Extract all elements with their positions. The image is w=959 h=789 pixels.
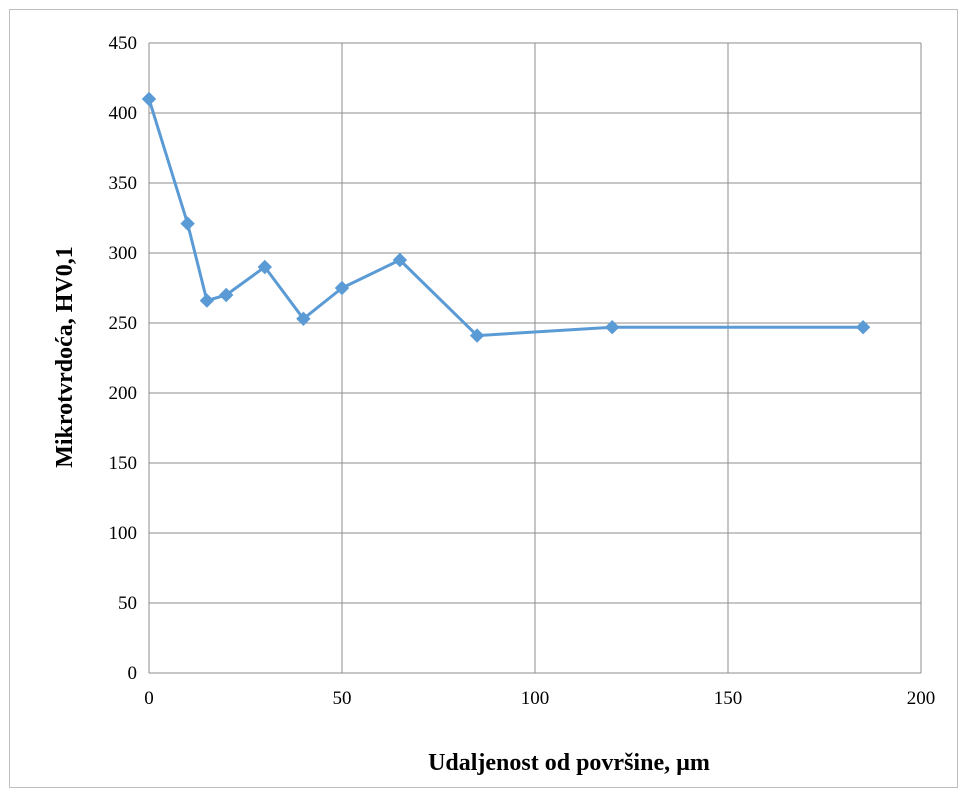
series-line (147, 98, 864, 338)
x-tick-label: 100 (521, 688, 550, 709)
y-tick-labels: 0 50 100 150 200 250 300 350 400 450 (109, 33, 138, 684)
x-tick-label: 150 (714, 688, 743, 709)
data-point-marker (199, 293, 215, 308)
data-point-marker (855, 319, 871, 335)
data-point-marker (180, 216, 195, 231)
data-point-marker (604, 319, 620, 335)
x-tick-label: 0 (144, 688, 154, 709)
chart-frame (9, 9, 958, 788)
x-axis-title: Udaljenost od površine, µm (428, 750, 710, 776)
y-tick-label: 100 (109, 523, 138, 544)
y-tick-label: 250 (109, 313, 138, 334)
data-point-marker (469, 328, 485, 343)
y-tick-label: 150 (109, 453, 138, 474)
x-tick-labels: 0 50 100 150 200 (144, 688, 935, 709)
y-tick-label: 300 (109, 243, 138, 264)
data-point-marker (334, 280, 350, 296)
x-tick-label: 200 (907, 688, 936, 709)
grid (148, 42, 922, 674)
y-tick-label: 0 (128, 663, 138, 684)
y-tick-label: 200 (109, 383, 138, 404)
data-point-marker (257, 259, 273, 275)
data-point-marker (392, 252, 408, 268)
y-axis-title: Mikrotvrdoća, HV0,1 (52, 246, 78, 468)
series-0 (141, 91, 871, 343)
data-point-marker (218, 287, 234, 303)
y-tick-label: 50 (118, 593, 137, 614)
data-point-marker (296, 311, 311, 327)
x-tick-label: 50 (333, 688, 352, 709)
y-tick-label: 350 (109, 173, 138, 194)
y-tick-label: 450 (109, 33, 138, 54)
y-tick-label: 400 (109, 103, 138, 124)
data-point-marker (141, 91, 157, 107)
